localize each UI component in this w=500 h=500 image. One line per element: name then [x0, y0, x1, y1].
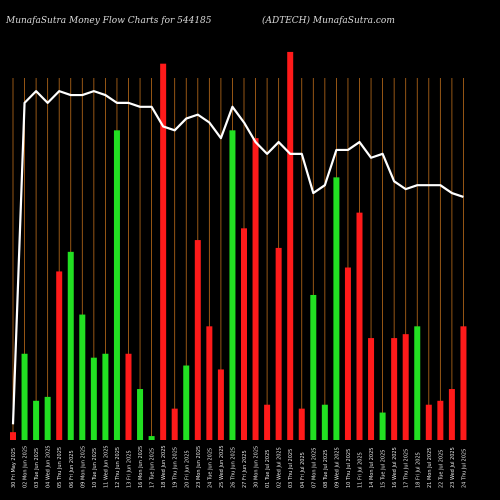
- money-flow-bar: [448, 389, 455, 440]
- x-tick-label: 17 Thu Jul 2025: [404, 449, 410, 488]
- chart-subtitle: (ADTECH) MunafaSutra.com: [262, 16, 395, 26]
- money-flow-bar: [241, 228, 247, 440]
- money-flow-bar: [275, 247, 282, 440]
- x-tick-label: 21 Mon Jul 2025: [427, 448, 433, 488]
- money-flow-bar: [183, 365, 190, 440]
- money-flow-bar: [90, 357, 97, 440]
- money-flow-bar: [67, 251, 74, 440]
- money-flow-bar: [21, 353, 28, 440]
- x-tick-label: 07 Mon Jul 2025: [311, 448, 317, 488]
- x-tick-label: 11 Wed Jun 2025: [103, 445, 109, 488]
- money-flow-bar: [460, 326, 467, 440]
- price-line: [11, 90, 464, 425]
- x-tick-label: 22 Tue Jul 2025: [438, 450, 444, 488]
- x-tick-label: 23 Mon Jun 2025: [196, 446, 202, 488]
- x-tick-label: 12 Thu Jun 2025: [115, 447, 121, 488]
- money-flow-bar: [102, 353, 109, 440]
- money-flow-bar: [391, 338, 398, 440]
- x-tick-label: 16 Wed Jul 2025: [392, 447, 398, 488]
- money-flow-bar: [194, 240, 201, 440]
- x-tick-label: 18 Wed Jun 2025: [161, 445, 167, 488]
- x-tick-label: 04 Fri Jul 2025: [300, 452, 306, 488]
- money-flow-bar: [44, 396, 51, 440]
- money-flow-bar: [356, 212, 363, 440]
- money-flow-bar: [125, 353, 132, 440]
- x-tick-label: 09 Mon Jun 2025: [80, 446, 86, 488]
- money-flow-bar: [79, 314, 86, 440]
- x-tick-label: 03 Thu Jul 2025: [288, 449, 294, 488]
- money-flow-bar: [402, 334, 409, 440]
- x-tick-label: 11 Fri Jul 2025: [358, 452, 364, 488]
- x-tick-label: 26 Thu Jun 2025: [230, 447, 236, 488]
- money-flow-bar: [56, 271, 63, 440]
- x-tick-label: 09 Wed Jul 2025: [334, 447, 340, 488]
- money-flow-bar: [229, 130, 236, 440]
- money-flow-bar: [368, 338, 375, 440]
- money-flow-bar: [33, 400, 40, 440]
- money-flow-bar: [333, 177, 340, 441]
- money-flow-bar: [206, 326, 213, 440]
- money-flow-bar: [310, 294, 317, 440]
- money-flow-bar: [10, 432, 16, 440]
- price-line-path: [11, 90, 464, 425]
- x-tick-label: 15 Tue Jul 2025: [381, 450, 387, 488]
- x-tick-label: 19 Thu Jun 2025: [173, 447, 179, 488]
- money-flow-bars: [10, 51, 467, 441]
- x-tick-label: 08 Tue Jul 2025: [323, 450, 329, 488]
- x-tick-label: 06 Fri Jun 2025: [69, 450, 75, 488]
- money-flow-bar: [113, 130, 120, 440]
- chart-title: MunafaSutra Money Flow Charts for 544185: [6, 16, 212, 26]
- x-tick-label: 02 Mon Jun 2025: [23, 446, 29, 488]
- x-tick-label: 30 Mon Jun 2025: [254, 446, 260, 488]
- x-tick-label: 27 Fri Jun 2025: [242, 450, 248, 488]
- money-flow-bar: [414, 326, 421, 440]
- money-flow-bar: [137, 389, 144, 440]
- money-flow-bar: [298, 408, 305, 440]
- money-flow-bar: [148, 436, 155, 440]
- x-tick-label: 04 Wed Jun 2025: [46, 445, 52, 488]
- x-axis-labels: 30 Fri May 2025 02 Mon Jun 2025 03 Tue Jun…: [11, 445, 467, 488]
- x-tick-label: 17 Tue Jun 2025: [150, 448, 156, 488]
- x-tick-label: 01 Tue Jul 2025: [265, 450, 271, 488]
- money-flow-bar: [287, 51, 294, 441]
- x-tick-label: 10 Tue Jun 2025: [92, 448, 98, 488]
- money-flow-bar: [344, 267, 351, 440]
- x-tick-label: 14 Mon Jul 2025: [369, 448, 375, 488]
- money-flow-bar: [160, 63, 167, 441]
- money-flow-bar: [425, 404, 432, 440]
- money-flow-bar: [217, 369, 224, 440]
- money-flow-bar: [379, 412, 386, 440]
- x-tick-label: 02 Wed Jul 2025: [277, 447, 283, 488]
- x-tick-label: 03 Tue Jun 2025: [34, 448, 40, 488]
- money-flow-bar: [252, 138, 259, 440]
- x-tick-label: 16 Mon Jun 2025: [138, 446, 144, 488]
- money-flow-bar: [437, 400, 444, 440]
- x-tick-label: 13 Fri Jun 2025: [127, 450, 133, 488]
- x-tick-label: 24 Thu Jul 2025: [461, 449, 467, 488]
- x-tick-label: 25 Wed Jun 2025: [219, 445, 225, 488]
- money-flow-bar: [321, 404, 328, 440]
- x-tick-label: 10 Thu Jul 2025: [346, 449, 352, 488]
- x-tick-label: 24 Tue Jun 2025: [207, 448, 213, 488]
- x-tick-label: 18 Fri Jul 2025: [415, 452, 421, 488]
- x-tick-label: 05 Thu Jun 2025: [57, 447, 63, 488]
- money-flow-bar: [171, 408, 178, 440]
- x-tick-label: 23 Wed Jul 2025: [450, 447, 456, 488]
- money-flow-bar: [264, 404, 271, 440]
- x-tick-label: 20 Fri Jun 2025: [184, 450, 190, 488]
- x-tick-label: 30 Fri May 2025: [11, 448, 17, 488]
